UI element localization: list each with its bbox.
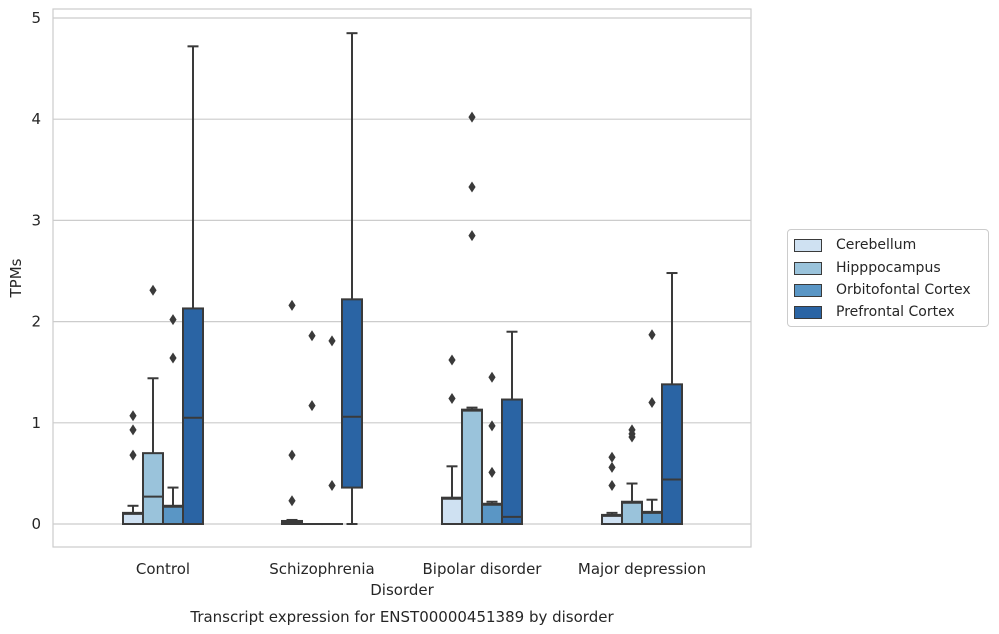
outlier-point bbox=[648, 329, 656, 341]
legend: Cerebellum Hipppocampus Orbitofontal Cor… bbox=[787, 229, 989, 327]
box-iqr bbox=[441, 496, 463, 525]
legend-label-hippocampus: Hipppocampus bbox=[836, 260, 941, 276]
box-cerebellum-schizophrenia bbox=[281, 299, 303, 525]
legend-item-orbitofrontal-cortex: Orbitofontal Cortex bbox=[794, 280, 971, 300]
outlier-point bbox=[448, 393, 456, 405]
y-axis-label: TPMs bbox=[7, 258, 25, 298]
box-cerebellum-control bbox=[122, 410, 144, 525]
legend-swatch-cerebellum bbox=[794, 238, 822, 252]
box-iqr bbox=[481, 502, 503, 526]
box-orbitofontal-cortex-bipolar-disorder bbox=[481, 371, 503, 526]
y-tick-label: 1 bbox=[31, 414, 41, 432]
legend-label-prefrontal-cortex: Prefrontal Cortex bbox=[836, 304, 955, 320]
legend-swatch-prefrontal-cortex bbox=[794, 305, 822, 319]
gridlines bbox=[53, 17, 751, 525]
outlier-point bbox=[468, 111, 476, 123]
outlier-point bbox=[149, 284, 157, 296]
box-hipppocampus-bipolar-disorder bbox=[461, 111, 483, 526]
legend-item-hippocampus: Hipppocampus bbox=[794, 258, 941, 278]
y-tick-label: 0 bbox=[31, 515, 41, 533]
outlier-point bbox=[328, 335, 336, 347]
outlier-point bbox=[129, 410, 137, 422]
outlier-point bbox=[648, 397, 656, 409]
outlier-point bbox=[608, 461, 616, 473]
outlier-point bbox=[169, 314, 177, 326]
outlier-point bbox=[129, 424, 137, 436]
y-tick-label: 5 bbox=[31, 9, 41, 27]
legend-label-cerebellum: Cerebellum bbox=[836, 237, 917, 253]
outlier-point bbox=[129, 449, 137, 461]
legend-swatch-hippocampus bbox=[794, 261, 822, 275]
outlier-point bbox=[628, 424, 636, 436]
outlier-point bbox=[488, 420, 496, 432]
x-axis-ticks: Control Schizophrenia Bipolar disorder Majo… bbox=[136, 560, 706, 578]
box-prefrontal-cortex-major-depression bbox=[661, 272, 683, 525]
outlier-point bbox=[288, 449, 296, 461]
x-tick-label-bipolar-disorder: Bipolar disorder bbox=[423, 560, 543, 578]
box-prefrontal-cortex-schizophrenia bbox=[341, 32, 363, 525]
box-prefrontal-cortex-control bbox=[182, 45, 204, 525]
x-tick-label-schizophrenia: Schizophrenia bbox=[269, 560, 374, 578]
legend-item-prefrontal-cortex: Prefrontal Cortex bbox=[794, 302, 955, 322]
y-axis-ticks: 0 1 2 3 4 5 bbox=[31, 9, 41, 533]
box-hipppocampus-schizophrenia bbox=[301, 330, 323, 526]
x-axis-label: Disorder bbox=[370, 581, 434, 599]
outlier-point bbox=[308, 330, 316, 342]
y-tick-label: 4 bbox=[31, 110, 41, 128]
legend-swatch-orbitofrontal-cortex bbox=[794, 283, 822, 297]
box-hipppocampus-control bbox=[142, 284, 164, 525]
box-iqr bbox=[182, 307, 204, 525]
legend-label-orbitofrontal-cortex: Orbitofontal Cortex bbox=[836, 282, 971, 298]
box-iqr bbox=[162, 504, 184, 525]
outlier-point bbox=[468, 230, 476, 242]
box-iqr bbox=[341, 298, 363, 489]
outlier-point bbox=[308, 400, 316, 412]
outlier-point bbox=[488, 466, 496, 478]
box-cerebellum-major-depression bbox=[601, 451, 623, 526]
outlier-point bbox=[328, 480, 336, 492]
outlier-point bbox=[169, 352, 177, 364]
box-hipppocampus-major-depression bbox=[621, 424, 643, 525]
y-tick-label: 3 bbox=[31, 211, 41, 229]
box-orbitofontal-cortex-major-depression bbox=[641, 329, 663, 525]
plot-area-frame bbox=[52, 8, 752, 548]
outlier-point bbox=[288, 299, 296, 311]
outlier-point bbox=[488, 371, 496, 383]
box-iqr bbox=[501, 398, 523, 525]
outlier-point bbox=[448, 354, 456, 366]
outlier-point bbox=[608, 451, 616, 463]
x-tick-label-control: Control bbox=[136, 560, 190, 578]
box-cerebellum-bipolar-disorder bbox=[441, 354, 463, 525]
box-orbitofontal-cortex-schizophrenia bbox=[321, 335, 343, 526]
y-tick-label: 2 bbox=[31, 313, 41, 331]
box-prefrontal-cortex-bipolar-disorder bbox=[501, 330, 523, 525]
outlier-point bbox=[468, 181, 476, 193]
box-iqr bbox=[621, 500, 643, 525]
box-iqr bbox=[142, 452, 164, 525]
box-iqr bbox=[461, 408, 483, 526]
x-tick-label-major-depression: Major depression bbox=[578, 560, 706, 578]
box-orbitofontal-cortex-control bbox=[162, 314, 184, 525]
box-groups bbox=[122, 32, 683, 526]
legend-item-cerebellum: Cerebellum bbox=[794, 235, 916, 255]
outlier-point bbox=[608, 480, 616, 492]
outlier-point bbox=[288, 495, 296, 507]
box-iqr bbox=[661, 383, 683, 525]
chart-title: Transcript expression for ENST0000045138… bbox=[189, 608, 614, 626]
